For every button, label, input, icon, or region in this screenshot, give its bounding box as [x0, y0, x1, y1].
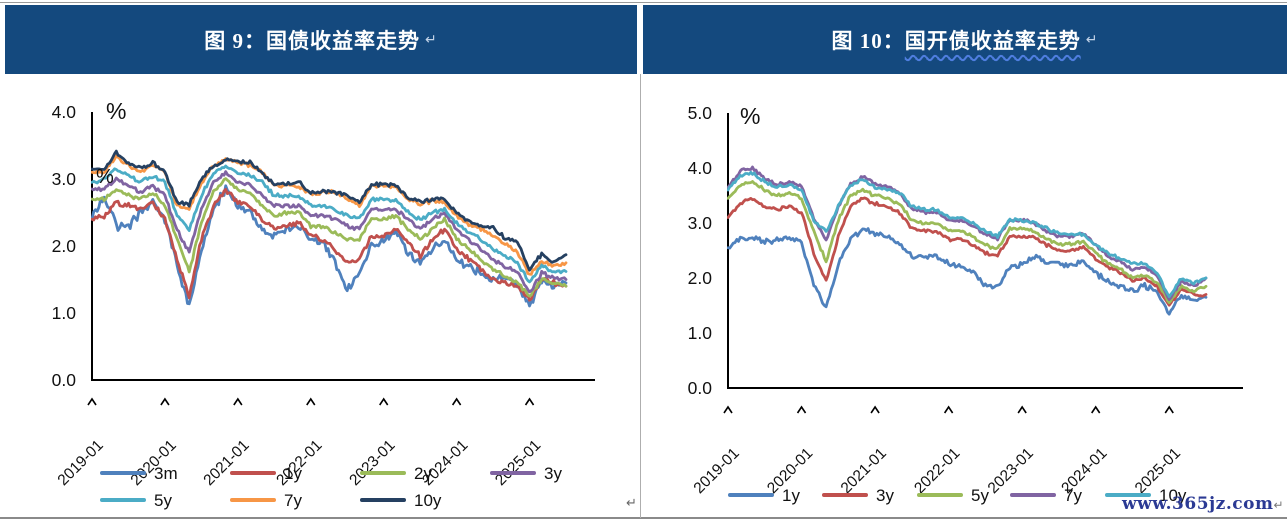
legend-swatch-10y — [1105, 493, 1151, 497]
y-tick-label: 1.0 — [52, 303, 77, 323]
legend-swatch-5y — [917, 493, 963, 497]
legend-label: 3y — [544, 463, 562, 483]
legend-item-7y: 7y — [230, 491, 302, 509]
y-tick-label: 5.0 — [688, 103, 713, 123]
legend-item-7y: 7y — [1010, 486, 1082, 504]
series-line-1y — [91, 187, 568, 302]
paragraph-mark-icon: ↵ — [1273, 498, 1284, 512]
legend-label: 10y — [414, 490, 442, 510]
series-line-10y — [727, 170, 1208, 299]
series-line-5y — [727, 180, 1208, 305]
legend-label: 2y — [414, 463, 432, 483]
table-bottom-border — [0, 517, 1287, 519]
legend-swatch-3y — [490, 471, 536, 475]
figure10-titlebar: 图 10： 国开债收益率走势 ↵ — [643, 5, 1287, 74]
y-tick-label: 0.0 — [688, 378, 713, 398]
series-lines — [91, 149, 568, 308]
x-tick-mark — [379, 397, 389, 406]
x-tick-mark — [160, 397, 170, 406]
y-tick-label: 2.0 — [688, 268, 713, 288]
legend-label: 3y — [876, 485, 894, 505]
table-top-border — [0, 2, 1287, 3]
x-tick-mark — [870, 405, 880, 414]
legend-swatch-3y — [822, 493, 868, 497]
series-line-3y — [91, 170, 568, 294]
x-tick-mark — [233, 397, 243, 406]
legend-item-3y: 3y — [822, 486, 894, 504]
legend-label: 1y — [284, 463, 302, 483]
figure9-title-prefix: 图 9： — [204, 28, 266, 53]
x-tick-mark — [306, 397, 316, 406]
x-tick-label: 2019-01 — [55, 437, 107, 489]
series-line-1y — [727, 227, 1208, 316]
x-tick-mark — [796, 405, 807, 414]
legend-item-2y: 2y — [360, 464, 432, 482]
y-tick-label: 4.0 — [52, 102, 77, 122]
figure9-titlebar: 图 9： 国债收益率走势 ↵ — [5, 5, 637, 74]
legend-swatch-5y — [100, 498, 146, 502]
series-lines — [727, 165, 1208, 316]
figure10-title-prefix: 图 10： — [831, 28, 905, 53]
legend-swatch-3m — [100, 471, 146, 475]
y-tick-label: 3.0 — [688, 213, 713, 233]
figure10-title: 国开债收益率走势 — [904, 28, 1081, 53]
y-tick-label: 3.0 — [52, 169, 77, 189]
paragraph-mark-icon: ↵ — [1085, 31, 1099, 47]
watermark-link[interactable]: www.365jz.com↵ — [1122, 494, 1284, 514]
series-line-3y — [727, 196, 1208, 307]
legend-swatch-10y — [360, 498, 406, 502]
x-tick-mark — [524, 397, 535, 406]
y-tick-label: 2.0 — [52, 236, 77, 256]
legend-item-1y: 1y — [728, 486, 800, 504]
legend-label: 10y — [1159, 485, 1187, 505]
legend-swatch-2y — [360, 471, 406, 475]
legend-swatch-7y — [230, 498, 276, 502]
paragraph-mark-icon: ↵ — [425, 31, 438, 47]
legend-item-10y: 10y — [1105, 486, 1186, 504]
y-axis-unit-label: % — [106, 98, 127, 124]
x-tick-mark — [451, 397, 462, 406]
legend-item-1y: 1y — [230, 464, 302, 482]
y-tick-label: 1.0 — [688, 323, 713, 343]
legend-label: 5y — [971, 485, 989, 505]
y-axis-unit-label-inner: % — [96, 166, 114, 188]
x-tick-mark — [723, 405, 733, 414]
legend-item-5y: 5y — [100, 491, 172, 509]
x-tick-mark — [87, 397, 97, 406]
watermark-text[interactable]: www.365jz.com — [1121, 494, 1274, 514]
legend-label: 5y — [154, 490, 172, 510]
legend-swatch-7y — [1010, 493, 1056, 497]
legend-item-3y: 3y — [490, 464, 562, 482]
paragraph-mark-icon: ↵ — [626, 495, 637, 510]
series-line-5y — [91, 164, 568, 284]
legend-label: 3m — [154, 463, 178, 483]
legend-swatch-1y — [728, 493, 774, 497]
x-tick-mark — [1091, 405, 1101, 414]
x-tick-mark — [943, 405, 954, 414]
y-tick-label: 4.0 — [688, 158, 713, 178]
legend-item-3m: 3m — [100, 464, 178, 482]
legend-label: 7y — [1064, 485, 1082, 505]
y-axis-unit-label: % — [740, 103, 761, 129]
series-line-2y — [91, 177, 568, 298]
legend-swatch-1y — [230, 471, 276, 475]
series-line-10y — [91, 149, 568, 272]
legend-label: 7y — [284, 490, 302, 510]
x-tick-mark — [1164, 405, 1174, 414]
figure9-title: 国债收益率走势 — [266, 28, 420, 53]
legend-label: 1y — [782, 485, 800, 505]
x-tick-mark — [1017, 405, 1027, 414]
legend-item-5y: 5y — [917, 486, 989, 504]
y-tick-label: 0.0 — [52, 370, 77, 390]
table-cell-divider — [640, 74, 641, 518]
legend-item-10y: 10y — [360, 491, 441, 509]
